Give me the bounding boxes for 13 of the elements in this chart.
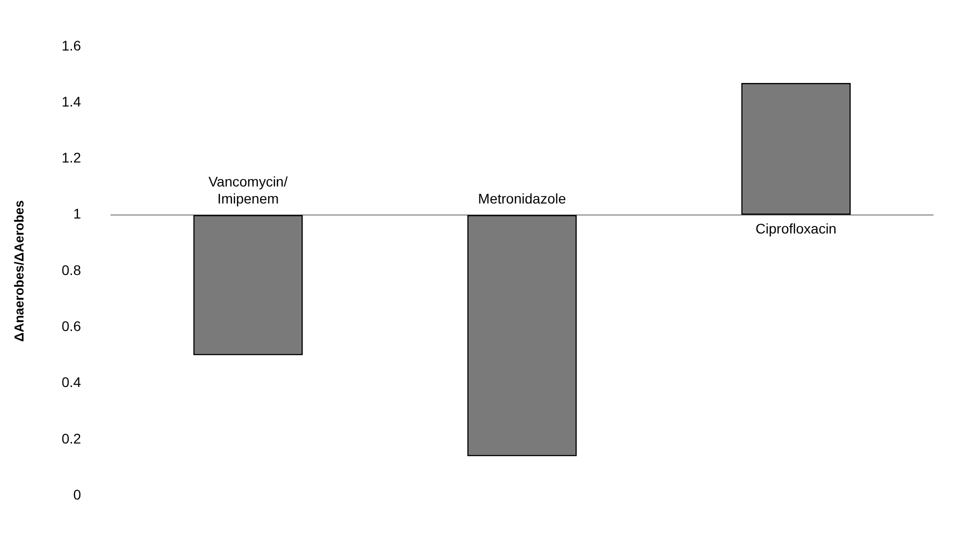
y-tick-label: 1.4 — [62, 93, 82, 110]
y-tick-label: 0.8 — [62, 262, 82, 278]
y-axis-title: ΔAnaerobes/ΔAerobes — [11, 200, 26, 342]
y-tick-label: 1 — [73, 206, 82, 222]
y-tick-label: 0.2 — [62, 430, 82, 446]
y-tick-label: 1.6 — [62, 37, 82, 54]
y-tick-label: 0 — [73, 486, 82, 502]
y-tick-label: 0.6 — [62, 318, 82, 334]
x-tick-label: Vancomycin/Imipenem — [208, 174, 288, 207]
y-tick-label: 0.4 — [62, 374, 82, 390]
x-tick-label: Metronidazole — [478, 190, 566, 207]
y-tick-label: 1.2 — [62, 150, 82, 166]
x-tick-label: Ciprofloxacin — [756, 220, 836, 237]
